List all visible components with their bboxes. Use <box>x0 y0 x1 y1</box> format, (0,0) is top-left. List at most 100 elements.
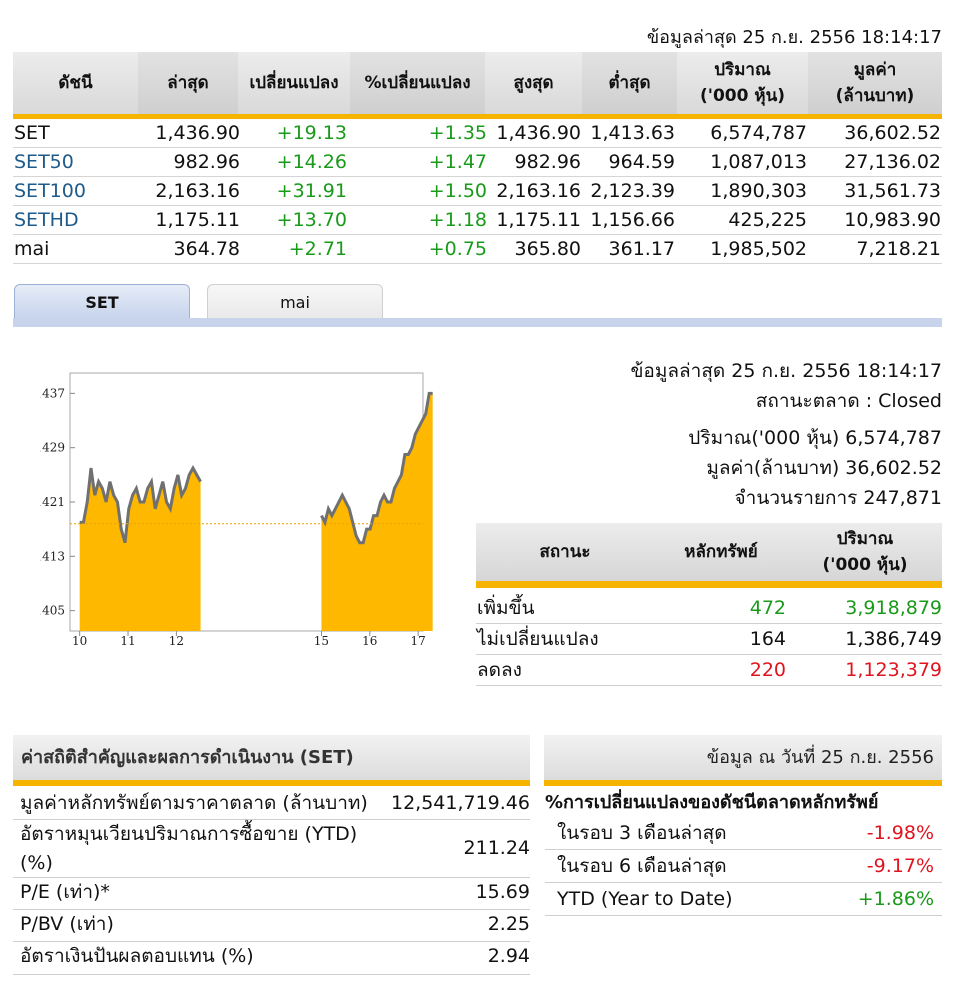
index-table: ดัชนี ล่าสุด เปลี่ยนแปลง %เปลี่ยนแปลง สู… <box>13 52 942 264</box>
header-value: มูลค่า (ล้านบาท) <box>808 52 942 114</box>
index-row: SET 1,436.90 +19.13 +1.35 1,436.90 1,413… <box>13 119 942 148</box>
stats-label: P/BV (เท่า) <box>20 913 114 935</box>
index-name-link[interactable]: SET100 <box>14 180 86 202</box>
change-value: +1.86% <box>857 888 934 910</box>
index-change: +14.26 <box>276 151 347 173</box>
stats-value: 211.24 <box>463 837 530 859</box>
x-tick-label: 12 <box>169 634 184 648</box>
stats-label: อัตราหมุนเวียนปริมาณการซื้อขาย (YTD) (%) <box>20 823 358 874</box>
stats-date: ข้อมูล ณ วันที่ 25 ก.ย. 2556 <box>706 747 934 768</box>
stats-label: มูลค่าหลักทรัพย์ตามราคาตลาด (ล้านบาท) <box>20 792 368 814</box>
header-status-volume-line1: ปริมาณ <box>836 529 894 549</box>
index-high: 982.96 <box>514 151 581 173</box>
header-status-volume-line2: ('000 หุ้น) <box>822 555 908 575</box>
index-rows: SET 1,436.90 +19.13 +1.35 1,436.90 1,413… <box>13 119 942 264</box>
status-label: ลดลง <box>477 659 522 681</box>
status-volume: 1,123,379 <box>845 659 942 681</box>
change-label: ในรอบ 6 เดือนล่าสุด <box>557 855 727 877</box>
area-session-2 <box>321 393 433 631</box>
index-last: 364.78 <box>173 238 240 260</box>
y-tick-label: 1437 <box>40 386 65 400</box>
change-row: ในรอบ 3 เดือนล่าสุด -1.98% <box>545 818 942 850</box>
header-securities: หลักทรัพย์ <box>684 542 758 562</box>
index-volume: 1,890,303 <box>710 180 807 202</box>
index-low: 1,413.63 <box>590 122 675 144</box>
stats-value: 2.25 <box>487 913 530 935</box>
index-last: 1,436.90 <box>155 122 240 144</box>
index-row: SET100 2,163.16 +31.91 +1.50 2,163.16 2,… <box>13 177 942 206</box>
index-high: 365.80 <box>514 238 581 260</box>
header-pct-change: %เปลี่ยนแปลง <box>350 52 485 114</box>
market-volume-text: ปริมาณ('000 หุ้น) 6,574,787 <box>688 427 942 449</box>
index-name[interactable]: SET <box>14 122 50 144</box>
change-label: ในรอบ 3 เดือนล่าสุด <box>557 822 727 844</box>
header-status-volume: ปริมาณ ('000 หุ้น) <box>788 523 942 581</box>
index-last: 1,175.11 <box>155 209 240 231</box>
index-name-link[interactable]: SET50 <box>14 151 74 173</box>
index-name-link[interactable]: SETHD <box>14 209 79 231</box>
index-name[interactable]: mai <box>14 238 50 260</box>
index-low: 361.17 <box>608 238 675 260</box>
y-tick-label: 1429 <box>40 441 65 455</box>
status-count: 472 <box>749 597 786 619</box>
header-status: สถานะ <box>539 542 591 562</box>
y-tick-label: 1405 <box>40 604 65 618</box>
line-session-2 <box>320 391 433 545</box>
status-volume: 1,386,749 <box>845 628 942 650</box>
index-row: mai 364.78 +2.71 +0.75 365.80 361.17 1,9… <box>13 235 942 264</box>
tab-set[interactable]: SET <box>14 284 190 319</box>
header-underline <box>13 114 942 119</box>
header-volume-line1: ปริมาณ <box>714 60 771 80</box>
status-label: ไม่เปลี่ยนแปลง <box>477 628 599 650</box>
status-row: ลดลง 220 1,123,379 <box>476 655 942 686</box>
index-change: +13.70 <box>276 209 347 231</box>
status-row: เพิ่มขึ้น 472 3,918,879 <box>476 593 942 624</box>
index-volume: 425,225 <box>728 209 807 231</box>
status-header-underline <box>476 581 942 588</box>
index-volume: 1,087,013 <box>710 151 807 173</box>
change-value: -9.17% <box>866 855 934 877</box>
stats-title: ค่าสถิติสำคัญและผลการดำเนินงาน (SET) <box>21 747 354 768</box>
stats-value: 15.69 <box>475 881 530 903</box>
x-tick-label: 15 <box>314 634 329 648</box>
header-value-line1: มูลค่า <box>853 60 897 80</box>
header-value-line2: (ล้านบาท) <box>835 86 915 106</box>
x-tick-label: 16 <box>362 634 377 648</box>
index-pct-change: +0.75 <box>428 238 487 260</box>
index-pct-change: +1.35 <box>428 122 487 144</box>
header-last: ล่าสุด <box>138 52 238 114</box>
stats-value: 2.94 <box>487 945 530 967</box>
stats-row: อัตราหมุนเวียนปริมาณการซื้อขาย (YTD) (%)… <box>13 820 530 878</box>
x-tick-label: 17 <box>411 634 426 648</box>
change-row: ในรอบ 6 เดือนล่าสุด -9.17% <box>545 851 942 883</box>
market-status-text: สถานะตลาด : Closed <box>755 390 942 412</box>
index-last: 2,163.16 <box>155 180 240 202</box>
index-change-title: %การเปลี่ยนแปลงของดัชนีตลาดหลักทรัพย์ <box>545 792 879 813</box>
stats-underline-divider <box>530 780 544 786</box>
x-tick-label: 10 <box>72 634 87 648</box>
index-change: +19.13 <box>276 122 347 144</box>
index-value: 36,602.52 <box>844 122 941 144</box>
market-value-text: มูลค่า(ล้านบาท) 36,602.52 <box>706 457 942 479</box>
status-table-header: สถานะ หลักทรัพย์ ปริมาณ ('000 หุ้น) <box>476 523 942 581</box>
stats-header-underline <box>13 780 942 786</box>
header-low: ต่ำสุด <box>582 52 677 114</box>
index-table-header: ดัชนี ล่าสุด เปลี่ยนแปลง %เปลี่ยนแปลง สู… <box>13 52 942 114</box>
index-high: 1,436.90 <box>496 122 581 144</box>
tab-strip <box>13 318 942 327</box>
index-low: 1,156.66 <box>590 209 675 231</box>
stats-row: มูลค่าหลักทรัพย์ตามราคาตลาด (ล้านบาท) 12… <box>13 789 530 820</box>
change-label: YTD (Year to Date) <box>557 888 733 910</box>
tab-mai[interactable]: mai <box>207 284 383 319</box>
index-volume: 6,574,787 <box>710 122 807 144</box>
status-timestamp: ข้อมูลล่าสุด 25 ก.ย. 2556 18:14:17 <box>630 360 942 382</box>
index-high: 2,163.16 <box>496 180 581 202</box>
stats-header: ค่าสถิติสำคัญและผลการดำเนินงาน (SET) ข้อ… <box>13 735 942 780</box>
stats-row: P/BV (เท่า) 2.25 <box>13 910 530 942</box>
index-value: 27,136.02 <box>844 151 941 173</box>
index-last: 982.96 <box>173 151 240 173</box>
header-change: เปลี่ยนแปลง <box>249 73 339 93</box>
change-value: -1.98% <box>866 822 934 844</box>
index-volume: 1,985,502 <box>710 238 807 260</box>
